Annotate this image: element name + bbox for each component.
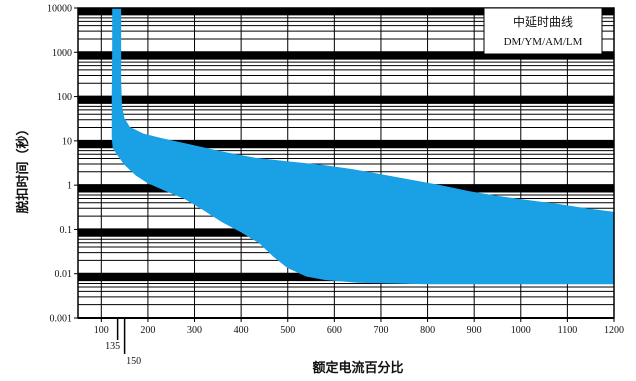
y-axis-ticks: 10000 1000 100 10 1 0.1 0.01 0.001	[47, 4, 78, 325]
x-tick-label: 800	[420, 325, 435, 336]
x-tick-label: 100	[94, 325, 109, 336]
legend-title: 中延时曲线	[513, 14, 573, 29]
lower-bound-line	[111, 8, 614, 285]
x-tick-label: 1200	[604, 325, 624, 336]
decade-band	[78, 140, 614, 148]
x-tick-label: 300	[187, 325, 202, 336]
y-tick-label: 100	[57, 92, 72, 103]
upper-bound-line	[119, 8, 615, 214]
x-marker-label: 135	[105, 341, 120, 352]
x-tick-label: 1000	[511, 325, 531, 336]
plot-border	[77, 7, 615, 319]
x-tick-label: 700	[373, 325, 388, 336]
x-tick-label: 600	[327, 325, 342, 336]
y-tick-label: 1	[67, 181, 72, 192]
y-tick-label: 0.01	[55, 269, 73, 280]
x-tick-label: 500	[280, 325, 295, 336]
decade-band	[78, 8, 614, 15]
decade-band	[78, 96, 614, 104]
decade-band	[78, 52, 614, 60]
legend: 中延时曲线 DM/YM/AM/LM	[483, 7, 603, 55]
legend-subtitle: DM/YM/AM/LM	[504, 36, 583, 48]
legend-box	[483, 7, 603, 55]
x-axis-ticks: 100 200 300 400 500 600 700 800 900 1000 1100 1200 1…	[94, 318, 624, 367]
y-tick-label: 0.001	[50, 314, 73, 325]
x-axis-title: 额定电流百分比	[312, 360, 403, 376]
x-tick-label: 1100	[558, 325, 578, 336]
y-tick-label: 10000	[47, 4, 72, 15]
x-tick-label: 400	[234, 325, 249, 336]
x-tick-label: 900	[467, 325, 482, 336]
x-marker-label: 150	[126, 356, 141, 367]
y-tick-label: 10	[62, 136, 72, 147]
y-tick-label: 0.1	[60, 225, 73, 236]
y-tick-label: 1000	[52, 48, 72, 59]
x-tick-label: 200	[140, 325, 155, 336]
y-axis-title: 脱扣时间（秒）	[15, 122, 31, 213]
plot-frame	[77, 7, 615, 319]
